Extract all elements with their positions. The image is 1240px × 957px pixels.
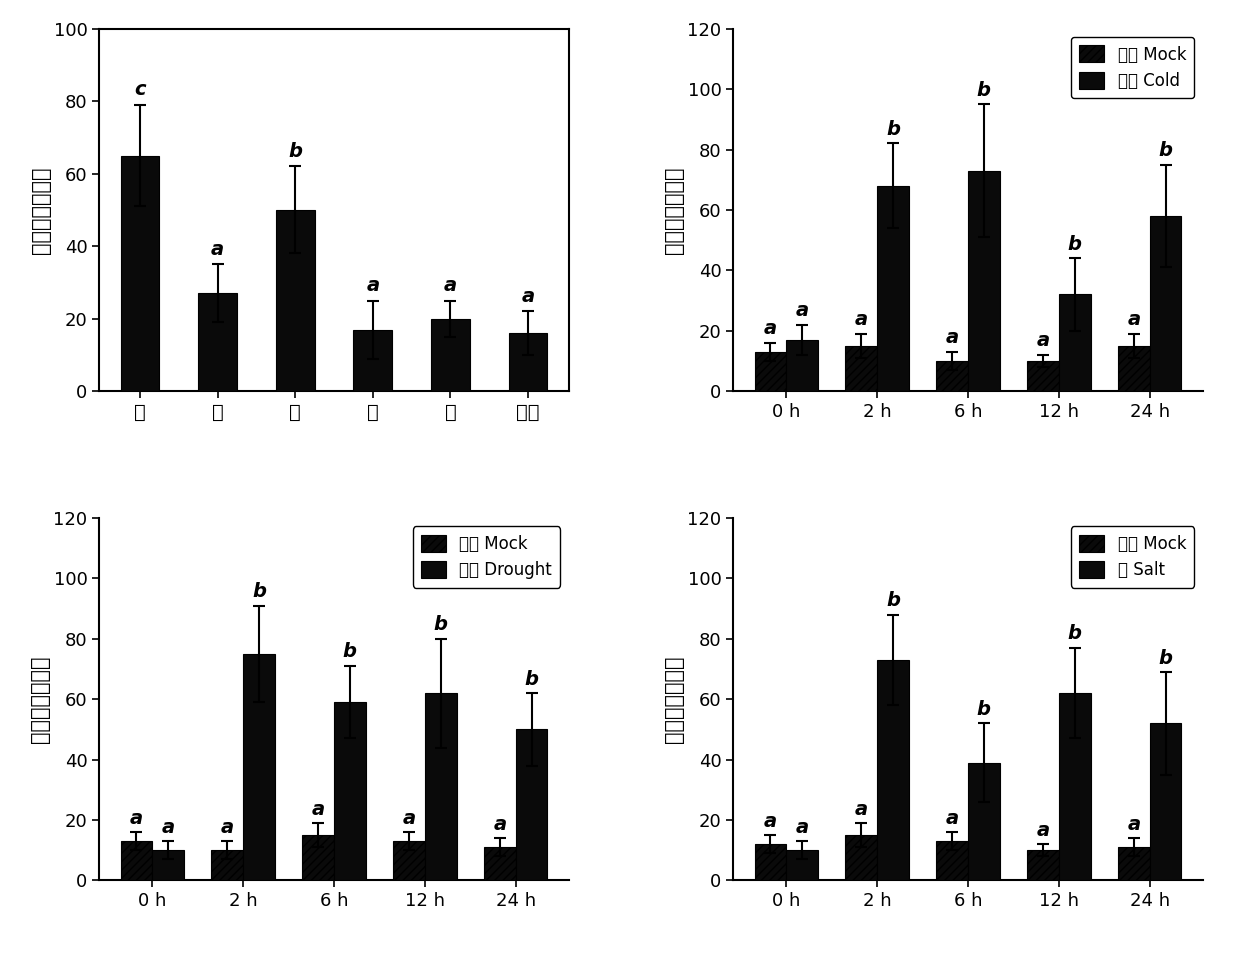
Text: b: b [525, 670, 538, 689]
Bar [508, 333, 548, 391]
Text: a: a [211, 240, 224, 258]
Text: a: a [444, 277, 458, 295]
Text: b: b [1068, 234, 1081, 254]
Bar [846, 345, 877, 391]
Text: a: a [221, 817, 234, 836]
Text: a: a [1037, 821, 1049, 839]
Text: a: a [522, 287, 534, 306]
Bar [1149, 216, 1182, 391]
Bar [936, 361, 968, 391]
Text: a: a [161, 817, 175, 836]
Text: b: b [343, 642, 357, 661]
Bar [120, 841, 153, 880]
Bar [968, 170, 999, 391]
Text: b: b [1158, 649, 1173, 667]
Text: a: a [366, 277, 379, 295]
Bar [484, 847, 516, 880]
Legend: 对照 Mock, 盐 Salt: 对照 Mock, 盐 Salt [1071, 526, 1194, 588]
Bar [846, 835, 877, 880]
Text: a: a [130, 809, 143, 828]
Text: b: b [887, 591, 900, 611]
Text: a: a [946, 328, 959, 347]
Bar [334, 702, 366, 880]
Bar [754, 844, 786, 880]
Text: b: b [977, 700, 991, 719]
Text: a: a [764, 812, 777, 831]
Text: b: b [434, 615, 448, 634]
Bar [275, 210, 315, 391]
Bar [198, 293, 237, 391]
Bar [120, 156, 160, 391]
Text: b: b [977, 80, 991, 100]
Bar [786, 850, 818, 880]
Y-axis label: 基因相对表达量: 基因相对表达量 [665, 656, 684, 743]
Bar [516, 729, 548, 880]
Text: b: b [288, 142, 303, 161]
Bar [1027, 850, 1059, 880]
Bar [425, 693, 456, 880]
Y-axis label: 基因相对表达量: 基因相对表达量 [31, 167, 51, 254]
Bar [1059, 295, 1091, 391]
Bar [877, 186, 909, 391]
Text: a: a [1127, 814, 1141, 834]
Bar [1118, 847, 1149, 880]
Text: c: c [134, 80, 146, 100]
Text: a: a [764, 320, 777, 338]
Bar [303, 835, 334, 880]
Text: a: a [311, 799, 325, 818]
Bar [877, 660, 909, 880]
Bar [1059, 693, 1091, 880]
Bar [432, 319, 470, 391]
Text: b: b [1068, 624, 1081, 643]
Bar [1027, 361, 1059, 391]
Text: b: b [1158, 141, 1173, 160]
Y-axis label: 基因相对表达量: 基因相对表达量 [31, 656, 51, 743]
Text: a: a [946, 809, 959, 828]
Legend: 对照 Mock, 干旱 Drought: 对照 Mock, 干旱 Drought [413, 526, 560, 588]
Bar [936, 841, 968, 880]
Bar [393, 841, 425, 880]
Text: a: a [854, 310, 868, 329]
Legend: 对照 Mock, 低温 Cold: 对照 Mock, 低温 Cold [1071, 37, 1194, 99]
Bar [786, 340, 818, 391]
Text: a: a [796, 301, 808, 321]
Text: a: a [796, 817, 808, 836]
Bar [243, 654, 275, 880]
Bar [1118, 345, 1149, 391]
Bar [968, 763, 999, 880]
Text: a: a [854, 799, 868, 818]
Bar [353, 329, 392, 391]
Y-axis label: 基因相对表达量: 基因相对表达量 [665, 167, 684, 254]
Bar [1149, 723, 1182, 880]
Bar [153, 850, 184, 880]
Text: a: a [403, 809, 415, 828]
Text: a: a [494, 814, 506, 834]
Text: a: a [1037, 331, 1049, 350]
Bar [211, 850, 243, 880]
Text: a: a [1127, 310, 1141, 329]
Text: b: b [887, 120, 900, 139]
Text: b: b [252, 582, 267, 601]
Bar [754, 352, 786, 391]
